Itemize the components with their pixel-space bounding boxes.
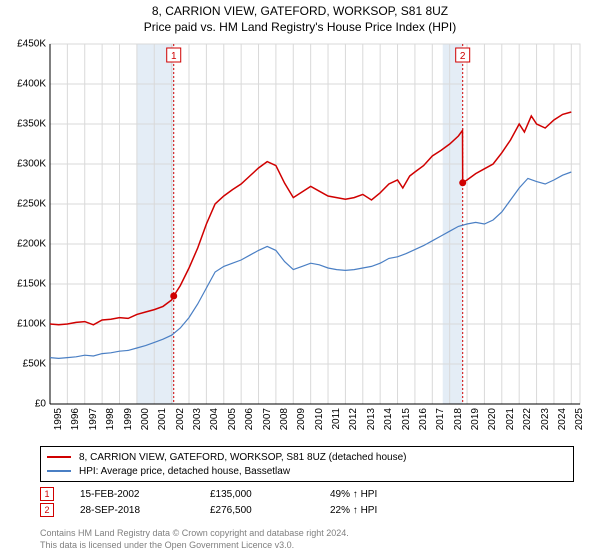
x-tick-label: 2019 — [470, 408, 481, 430]
sale-marker-box: 1 — [40, 487, 54, 501]
y-tick-label: £200K — [17, 239, 46, 250]
legend: 8, CARRION VIEW, GATEFORD, WORKSOP, S81 … — [40, 446, 574, 482]
y-tick-label: £100K — [17, 319, 46, 330]
x-tick-label: 1998 — [105, 408, 116, 430]
x-tick-label: 2013 — [366, 408, 377, 430]
x-tick-label: 2000 — [140, 408, 151, 430]
sale-hpi-delta: 22% ↑ HPI — [330, 505, 450, 516]
sale-date: 28-SEP-2018 — [80, 505, 210, 516]
x-tick-label: 2017 — [435, 408, 446, 430]
y-tick-label: £250K — [17, 199, 46, 210]
legend-swatch — [47, 456, 71, 458]
footer-line-2: This data is licensed under the Open Gov… — [40, 540, 349, 552]
x-tick-label: 2023 — [540, 408, 551, 430]
legend-label: HPI: Average price, detached house, Bass… — [79, 466, 290, 477]
x-tick-label: 2016 — [418, 408, 429, 430]
chart-container: 8, CARRION VIEW, GATEFORD, WORKSOP, S81 … — [0, 0, 600, 560]
sale-hpi-delta: 49% ↑ HPI — [330, 489, 450, 500]
y-tick-label: £450K — [17, 39, 46, 50]
y-tick-label: £50K — [23, 359, 46, 370]
sale-row: 1 15-FEB-2002£135,00049% ↑ HPI — [40, 486, 560, 502]
x-tick-label: 1997 — [88, 408, 99, 430]
legend-label: 8, CARRION VIEW, GATEFORD, WORKSOP, S81 … — [79, 452, 407, 463]
y-tick-label: £300K — [17, 159, 46, 170]
sale-marker-box: 2 — [40, 503, 54, 517]
sale-price: £276,500 — [210, 505, 330, 516]
x-tick-label: 2024 — [557, 408, 568, 430]
x-tick-label: 2021 — [505, 408, 516, 430]
x-tick-label: 2011 — [331, 408, 342, 430]
y-tick-label: £350K — [17, 119, 46, 130]
y-tick-label: £0 — [35, 399, 46, 410]
svg-text:1: 1 — [171, 51, 177, 62]
x-tick-label: 2010 — [314, 408, 325, 430]
title-line-2: Price paid vs. HM Land Registry's House … — [0, 20, 600, 36]
title-line-1: 8, CARRION VIEW, GATEFORD, WORKSOP, S81 … — [0, 4, 600, 20]
sale-date: 15-FEB-2002 — [80, 489, 210, 500]
sale-price: £135,000 — [210, 489, 330, 500]
y-tick-label: £400K — [17, 79, 46, 90]
title-block: 8, CARRION VIEW, GATEFORD, WORKSOP, S81 … — [0, 0, 600, 35]
sale-row: 2 28-SEP-2018£276,50022% ↑ HPI — [40, 502, 560, 518]
x-tick-label: 2006 — [244, 408, 255, 430]
x-tick-label: 2008 — [279, 408, 290, 430]
legend-swatch — [47, 470, 71, 472]
x-tick-label: 1999 — [123, 408, 134, 430]
x-tick-label: 2009 — [296, 408, 307, 430]
chart-area: 12 — [50, 44, 580, 404]
x-tick-label: 2004 — [209, 408, 220, 430]
legend-row: 8, CARRION VIEW, GATEFORD, WORKSOP, S81 … — [47, 450, 567, 464]
x-tick-label: 2025 — [574, 408, 585, 430]
svg-text:2: 2 — [460, 51, 466, 62]
x-tick-label: 2022 — [522, 408, 533, 430]
x-tick-label: 1995 — [53, 408, 64, 430]
x-tick-label: 1996 — [70, 408, 81, 430]
sale-events: 1 15-FEB-2002£135,00049% ↑ HPI 2 28-SEP-201… — [40, 486, 560, 518]
x-tick-label: 2005 — [227, 408, 238, 430]
x-tick-label: 2020 — [487, 408, 498, 430]
x-tick-label: 2003 — [192, 408, 203, 430]
x-tick-label: 2007 — [262, 408, 273, 430]
y-tick-label: £150K — [17, 279, 46, 290]
footer: Contains HM Land Registry data © Crown c… — [40, 528, 349, 551]
legend-row: HPI: Average price, detached house, Bass… — [47, 464, 567, 478]
x-tick-label: 2018 — [453, 408, 464, 430]
line-chart: 12 — [50, 44, 580, 404]
footer-line-1: Contains HM Land Registry data © Crown c… — [40, 528, 349, 540]
x-tick-label: 2014 — [383, 408, 394, 430]
x-tick-label: 2002 — [175, 408, 186, 430]
x-tick-label: 2001 — [157, 408, 168, 430]
x-tick-label: 2012 — [348, 408, 359, 430]
x-tick-label: 2015 — [401, 408, 412, 430]
